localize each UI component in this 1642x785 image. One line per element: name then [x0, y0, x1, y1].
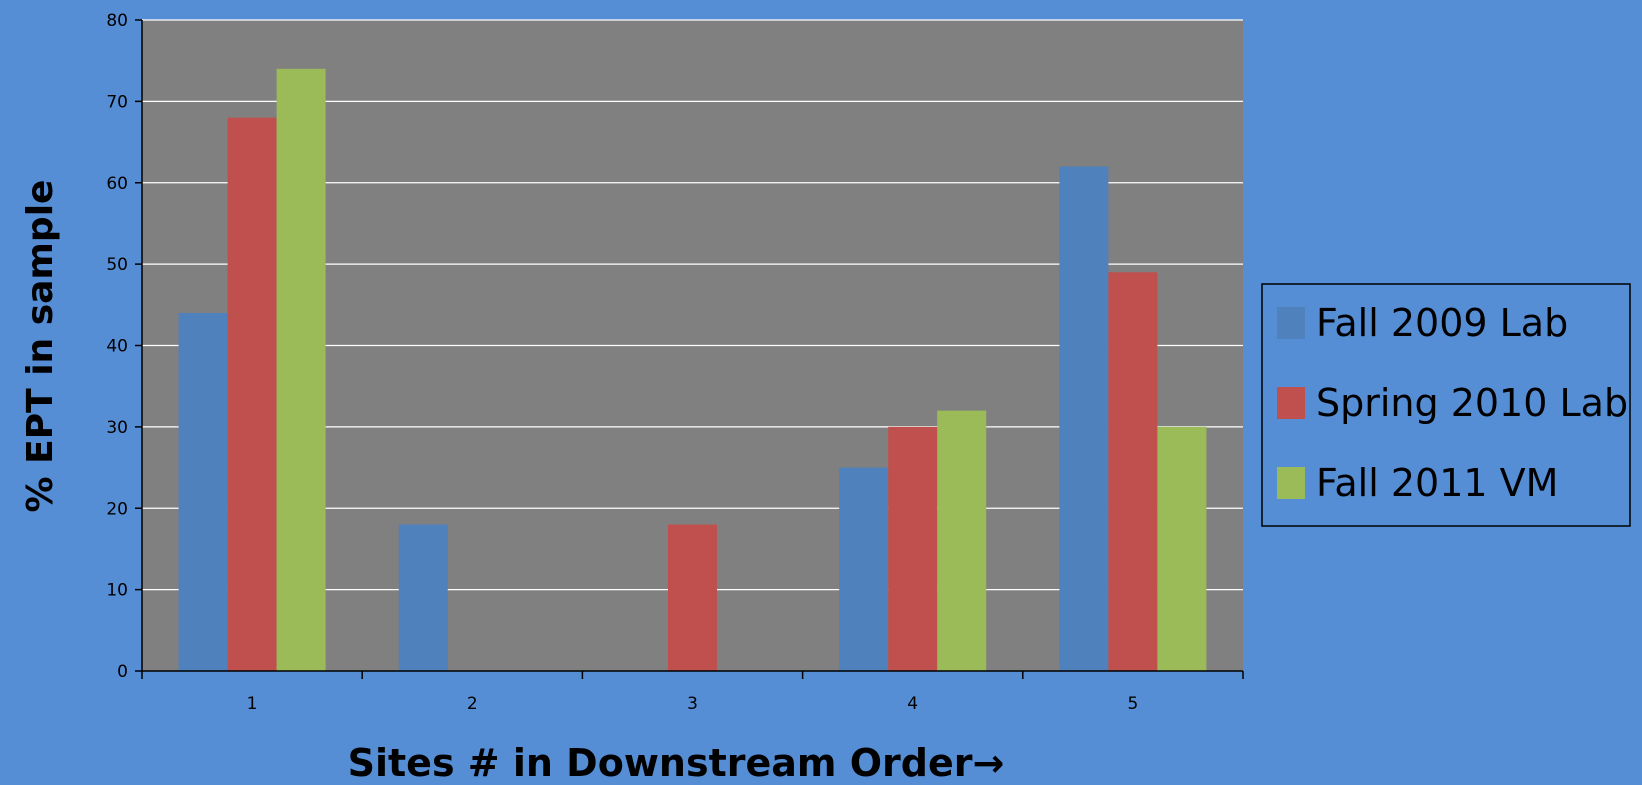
x-tick-label: 5: [1127, 694, 1138, 714]
y-tick-label: 40: [106, 337, 128, 357]
x-axis-title: Sites # in Downstream Order→: [348, 741, 1005, 785]
bar: [398, 524, 448, 671]
y-tick-labels: 0 10 20 30 40 50 60 70 80: [106, 11, 128, 682]
y-tick-label: 0: [117, 662, 128, 682]
bar: [1108, 272, 1158, 671]
y-axis-title: % EPT in sample: [20, 180, 61, 513]
x-tick-label: 1: [247, 694, 258, 714]
legend-swatch: [1277, 307, 1305, 339]
bar: [888, 426, 938, 671]
bar: [227, 117, 277, 671]
legend-box: [1261, 283, 1631, 527]
y-tick-label: 30: [106, 418, 128, 438]
axes: [135, 19, 1244, 679]
x-tick-label: 2: [467, 694, 478, 714]
y-tick-label: 80: [106, 11, 128, 31]
y-tick-label: 10: [106, 581, 128, 601]
legend-label: Fall 2011 VM: [1316, 461, 1558, 505]
legend-swatch: [1277, 387, 1305, 419]
legend: Fall 2009 Lab Spring 2010 Lab Fall 2011 VM: [1261, 283, 1631, 527]
bars: [178, 68, 1207, 671]
x-tick-label: 4: [907, 694, 918, 714]
y-tick-label: 20: [106, 499, 128, 519]
legend-label: Spring 2010 Lab: [1316, 381, 1628, 425]
bar: [1157, 426, 1207, 671]
bar: [668, 524, 717, 671]
y-tick-label: 50: [106, 255, 128, 275]
bar: [937, 410, 987, 671]
bar: [839, 467, 889, 671]
bar: [276, 68, 326, 671]
y-tick-label: 70: [106, 92, 128, 112]
x-tick-labels: 1 2 3 4 5: [247, 694, 1139, 714]
bar: [1059, 166, 1109, 671]
bar: [178, 312, 228, 671]
legend-swatch: [1277, 467, 1305, 499]
x-tick-label: 3: [687, 694, 698, 714]
legend-label: Fall 2009 Lab: [1316, 301, 1568, 345]
y-tick-label: 60: [106, 174, 128, 194]
